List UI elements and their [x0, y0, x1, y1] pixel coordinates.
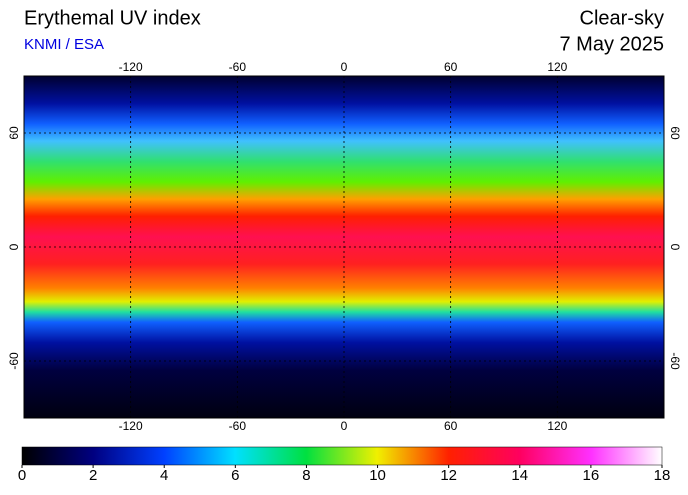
- x-tick-label: -60: [229, 419, 247, 433]
- source: KNMI / ESA: [24, 36, 104, 53]
- y-tick-label: 0: [7, 243, 21, 250]
- y-tick-label: 60: [668, 126, 682, 140]
- x-tick-label: -120: [119, 60, 143, 74]
- x-tick-label: 0: [341, 60, 348, 74]
- colorbar-tick-label: 14: [511, 467, 528, 484]
- colorbar-tick-label: 8: [302, 467, 310, 484]
- x-tick-label: 120: [547, 419, 567, 433]
- colorbar-tick-label: 0: [18, 467, 26, 484]
- condition: Clear-sky: [580, 7, 664, 29]
- colorbar-tick-label: 6: [231, 467, 239, 484]
- map-frame: [23, 75, 665, 419]
- colorbar-tick-label: 12: [440, 467, 457, 484]
- colorbar-tick-label: 10: [369, 467, 386, 484]
- colorbar-tick-label: 4: [160, 467, 168, 484]
- title: Erythemal UV index: [24, 7, 201, 29]
- x-tick-label: 0: [341, 419, 348, 433]
- date: 7 May 2025: [559, 33, 664, 55]
- y-tick-label: 60: [7, 126, 21, 140]
- colorbar: [21, 446, 663, 466]
- x-tick-label: 60: [444, 60, 458, 74]
- y-tick-label: -60: [668, 352, 682, 370]
- x-tick-label: -120: [119, 419, 143, 433]
- x-tick-label: 120: [547, 60, 567, 74]
- x-tick-label: 60: [444, 419, 458, 433]
- x-tick-label: -60: [229, 60, 247, 74]
- colorbar-tick-label: 18: [654, 467, 671, 484]
- y-tick-label: 0: [668, 244, 682, 251]
- colorbar-tick-label: 16: [583, 467, 600, 484]
- colorbar-tick-label: 2: [89, 467, 97, 484]
- axes: -120 -120 -60 -60 0 0 60 60 120 120 -60 -60 0 0 60 60 0 2…: [7, 60, 682, 484]
- y-tick-label: -60: [7, 352, 21, 370]
